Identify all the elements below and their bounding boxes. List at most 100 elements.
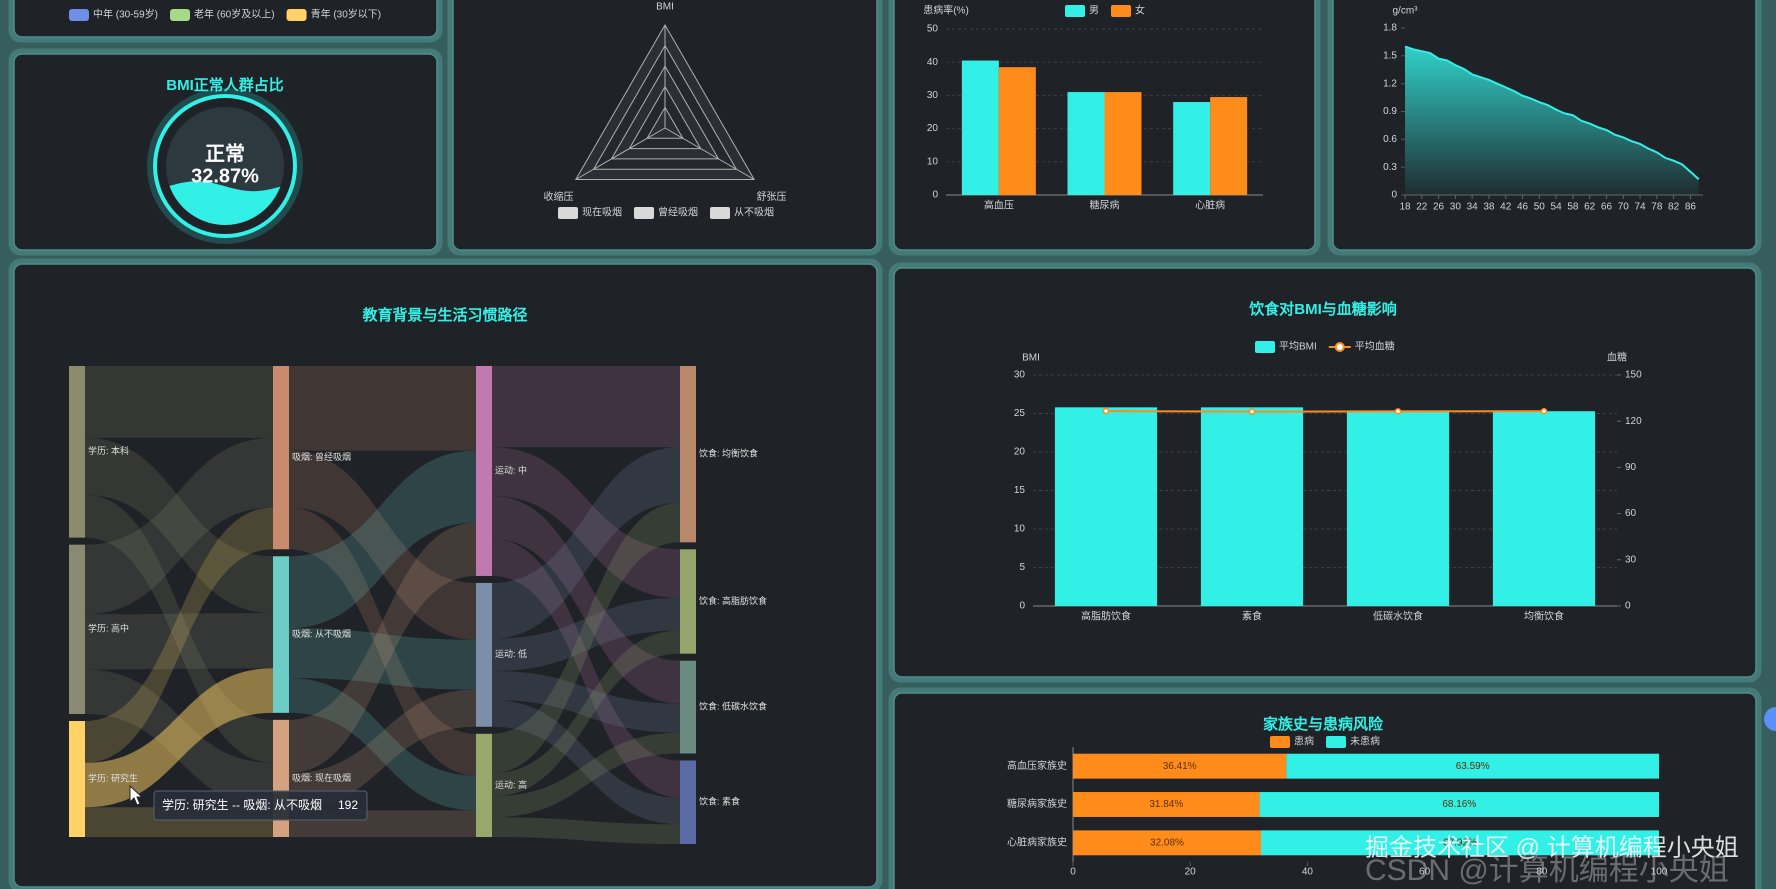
panel-glow xyxy=(8,0,443,43)
legend-label: 现在吸烟 xyxy=(582,206,622,219)
sankey-link xyxy=(492,671,680,733)
sankey-link xyxy=(85,437,273,615)
panel-glow xyxy=(8,48,443,256)
sankey-node xyxy=(680,549,696,654)
y-tick-label: 50 xyxy=(927,24,939,35)
sankey-link xyxy=(85,366,273,438)
y-axis-label: 患病率(%) xyxy=(923,4,969,17)
radar-indicator: BMI xyxy=(656,2,674,13)
bar xyxy=(1286,753,1659,779)
x-tick-label: 26 xyxy=(1433,202,1445,213)
x-tick-label: 100 xyxy=(1651,867,1668,878)
x-tick-label: 34 xyxy=(1467,202,1479,213)
y2-tick-label: 30 xyxy=(1625,554,1637,565)
sankey-link xyxy=(85,494,273,763)
y-tick-label: 0 xyxy=(932,190,938,201)
sankey-link xyxy=(492,732,680,818)
y-tick-label: 0.9 xyxy=(1383,106,1397,117)
x-tick-label: 42 xyxy=(1500,202,1512,213)
legend-swatch xyxy=(1270,736,1290,748)
panel-glow xyxy=(888,687,1762,889)
y-tick-label: 25 xyxy=(1014,408,1026,419)
bar xyxy=(1259,792,1659,817)
bar xyxy=(1260,830,1659,856)
x-tick-label: 86 xyxy=(1685,202,1697,213)
legend-label: 青年 (30岁以下) xyxy=(311,8,382,21)
x-tick-label: 20 xyxy=(1185,867,1197,878)
y2-tick-label: 60 xyxy=(1625,508,1637,519)
sankey-node-label: 吸烟: 从不吸烟 xyxy=(292,628,351,639)
x-tick-label: 82 xyxy=(1668,202,1680,213)
gauge-value: 32.87% xyxy=(191,165,259,187)
sankey-link xyxy=(492,447,680,639)
x-tick-label: 糖尿病 xyxy=(1090,199,1120,212)
sankey-node xyxy=(69,366,85,538)
gauge-halo xyxy=(147,88,303,244)
legend-swatch xyxy=(558,207,578,219)
x-tick-label: 66 xyxy=(1601,202,1613,213)
sankey-node-label: 学历: 本科 xyxy=(88,445,129,456)
line-point xyxy=(1102,407,1110,415)
legend-label: 患病 xyxy=(1294,735,1314,748)
sankey-link xyxy=(85,437,273,614)
tooltip-box xyxy=(153,790,368,821)
x-tick-label: 46 xyxy=(1517,202,1529,213)
bar xyxy=(961,60,999,195)
cursor xyxy=(129,784,144,806)
sankey-node xyxy=(273,366,289,550)
legend-swatch xyxy=(69,9,89,21)
y-axis-label: BMI xyxy=(1022,353,1040,364)
chart-title: 家族史与患病风险 xyxy=(1263,715,1384,733)
sankey-node-label: 吸烟: 现在吸烟 xyxy=(292,772,351,783)
bar-value-label: 31.84% xyxy=(1149,799,1183,810)
sankey-link xyxy=(492,447,680,599)
y-axis-label: g/cm³ xyxy=(1393,6,1419,17)
sankey-link xyxy=(289,450,476,629)
y-tick-label: 0 xyxy=(1391,190,1397,201)
y2-axis-label: 血糖 xyxy=(1607,351,1627,364)
sankey-link xyxy=(289,366,476,451)
legend-swatch xyxy=(1111,5,1131,17)
line xyxy=(1404,45,1700,180)
bar-value-label: 68.16% xyxy=(1442,799,1476,810)
sankey-node xyxy=(476,733,492,837)
bar xyxy=(1200,407,1304,606)
sankey-link xyxy=(289,450,476,640)
y-tick-label: 0 xyxy=(1019,601,1025,612)
sankey-node-label: 饮食: 低碳水饮食 xyxy=(699,700,767,711)
legend-swatch xyxy=(286,9,307,21)
x-tick-label: 30 xyxy=(1450,202,1462,213)
legend-label: 男 xyxy=(1089,5,1099,17)
radar-indicator: 收缩压 xyxy=(543,190,573,203)
sankey-link xyxy=(85,613,273,670)
sankey-node-label: 学历: 高中 xyxy=(88,623,129,634)
sankey-node xyxy=(476,366,492,576)
chart-title: 饮食对BMI与血糖影响 xyxy=(1248,300,1397,318)
y-tick-label: 10 xyxy=(927,156,939,167)
y-tick-label: 0.3 xyxy=(1383,162,1397,173)
legend-swatch xyxy=(1255,341,1275,353)
panel-glow xyxy=(888,262,1762,683)
x-tick-label: 素食 xyxy=(1242,610,1262,623)
area xyxy=(1405,46,1699,195)
sankey-node-label: 饮食: 均衡饮食 xyxy=(699,448,758,459)
legend-label: 从不吸烟 xyxy=(734,206,774,219)
radar-axis xyxy=(664,127,755,180)
sankey-node xyxy=(476,582,492,727)
bar xyxy=(1173,102,1211,195)
x-tick-label: 62 xyxy=(1584,202,1596,213)
gauge-category: 正常 xyxy=(205,142,245,165)
legend-label: 曾经吸烟 xyxy=(658,206,698,219)
sankey-link xyxy=(289,678,476,811)
sankey-node-label: 学历: 研究生 xyxy=(88,772,138,783)
x-tick-label: 80 xyxy=(1536,867,1548,878)
y2-tick-label: 150 xyxy=(1625,370,1642,381)
y-tick-label: 心脏病家族史 xyxy=(1007,835,1067,848)
y-tick-label: 1.8 xyxy=(1383,23,1397,34)
sankey-link xyxy=(492,538,680,798)
legend-swatch xyxy=(710,207,730,219)
y-tick-label: 高血压家族史 xyxy=(1007,759,1067,772)
bar xyxy=(1073,830,1261,856)
